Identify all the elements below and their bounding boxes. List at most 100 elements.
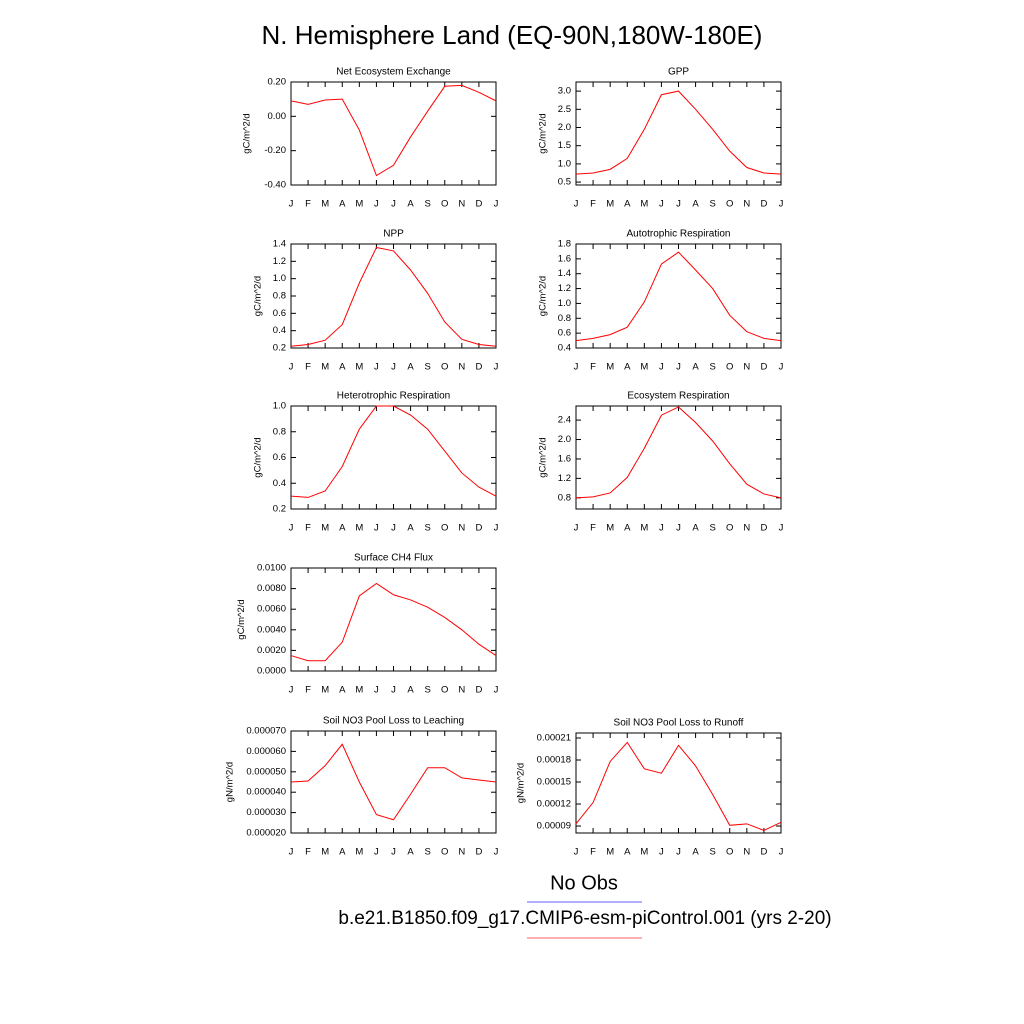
y-tick-label: 0.000040	[246, 787, 286, 798]
x-tick-label: S	[424, 847, 430, 858]
y-axis-label: gC/m^2/d	[538, 437, 549, 477]
y-tick-label: 3.0	[558, 86, 571, 97]
x-tick-label: D	[760, 362, 767, 373]
y-tick-label: 0.20	[268, 77, 287, 88]
x-tick-label: M	[355, 362, 363, 373]
y-tick-label: 2.0	[558, 434, 571, 445]
x-tick-label: A	[407, 523, 414, 534]
x-tick-label: A	[407, 847, 414, 858]
y-tick-label: 1.4	[558, 268, 571, 279]
x-tick-label: J	[779, 199, 784, 210]
x-tick-label: J	[676, 199, 681, 210]
y-tick-label: 0.6	[273, 308, 286, 319]
x-tick-label: J	[391, 199, 396, 210]
x-tick-label: J	[289, 199, 294, 210]
x-tick-label: F	[305, 847, 311, 858]
x-tick-label: F	[590, 199, 596, 210]
data-line	[575, 251, 782, 342]
x-tick-label: O	[441, 847, 448, 858]
x-tick-label: J	[374, 685, 379, 696]
x-tick-label: A	[624, 362, 631, 373]
x-tick-label: J	[659, 199, 664, 210]
x-tick-label: N	[743, 847, 750, 858]
x-tick-label: D	[760, 199, 767, 210]
x-tick-label: J	[374, 847, 379, 858]
x-tick-label: N	[458, 847, 465, 858]
x-tick-label: J	[494, 199, 499, 210]
x-tick-label: F	[305, 685, 311, 696]
y-tick-label: 0.0020	[257, 645, 286, 656]
x-tick-label: M	[321, 847, 329, 858]
x-tick-label: J	[779, 847, 784, 858]
x-tick-label: A	[692, 847, 699, 858]
x-tick-label: M	[321, 362, 329, 373]
x-tick-label: S	[709, 847, 715, 858]
x-tick-label: N	[458, 199, 465, 210]
x-tick-label: S	[424, 362, 430, 373]
y-tick-label: 0.000020	[246, 828, 286, 839]
x-tick-label: M	[355, 847, 363, 858]
y-tick-label: 1.5	[558, 140, 571, 151]
x-tick-label: J	[779, 362, 784, 373]
x-tick-label: O	[441, 523, 448, 534]
y-axis-label: gC/m^2/d	[253, 437, 264, 477]
y-tick-label: 0.5	[558, 177, 571, 188]
y-tick-label: 0.000070	[246, 726, 286, 737]
x-tick-label: J	[574, 199, 579, 210]
x-tick-label: A	[692, 362, 699, 373]
y-tick-label: -0.40	[264, 180, 286, 191]
y-tick-label: 0.00009	[537, 821, 571, 832]
y-tick-label: -0.20	[264, 145, 286, 156]
x-tick-label: S	[709, 362, 715, 373]
x-tick-label: J	[659, 523, 664, 534]
y-tick-label: 0.8	[273, 426, 286, 437]
x-tick-label: M	[606, 523, 614, 534]
x-tick-label: N	[743, 362, 750, 373]
x-tick-label: D	[475, 847, 482, 858]
y-tick-label: 0.8	[273, 291, 286, 302]
x-tick-label: J	[391, 523, 396, 534]
data-line	[290, 743, 497, 821]
x-tick-label: O	[726, 199, 733, 210]
y-tick-label: 1.2	[273, 256, 286, 267]
x-tick-label: J	[289, 685, 294, 696]
y-tick-label: 0.8	[558, 313, 571, 324]
x-tick-label: M	[640, 523, 648, 534]
x-tick-label: D	[475, 199, 482, 210]
x-tick-label: A	[624, 199, 631, 210]
x-tick-label: S	[424, 523, 430, 534]
figure-title: N. Hemisphere Land (EQ-90N,180W-180E)	[262, 20, 763, 50]
x-tick-label: A	[407, 362, 414, 373]
x-tick-label: J	[676, 362, 681, 373]
y-tick-label: 2.0	[558, 122, 571, 133]
x-tick-label: N	[458, 523, 465, 534]
y-tick-label: 1.6	[558, 253, 571, 264]
x-tick-label: M	[355, 199, 363, 210]
y-axis-label: gN/m^2/d	[225, 762, 236, 802]
x-tick-label: M	[606, 199, 614, 210]
x-tick-label: J	[391, 362, 396, 373]
y-axis-label: gC/m^2/d	[242, 113, 253, 153]
y-tick-label: 0.0080	[257, 583, 286, 594]
y-tick-label: 0.6	[558, 328, 571, 339]
x-tick-label: M	[606, 362, 614, 373]
x-tick-label: M	[355, 685, 363, 696]
x-tick-label: M	[640, 362, 648, 373]
x-tick-label: J	[676, 847, 681, 858]
y-axis-label: gC/m^2/d	[253, 276, 264, 316]
y-axis-label: gC/m^2/d	[236, 599, 247, 639]
y-tick-label: 2.4	[558, 415, 571, 426]
x-tick-label: J	[494, 362, 499, 373]
x-tick-label: D	[475, 523, 482, 534]
data-line	[575, 741, 782, 831]
x-tick-label: N	[458, 685, 465, 696]
panel-title: Soil NO3 Pool Loss to Runoff	[614, 718, 744, 729]
y-tick-label: 1.2	[558, 283, 571, 294]
x-tick-label: D	[475, 685, 482, 696]
x-tick-label: O	[441, 685, 448, 696]
x-tick-label: N	[743, 199, 750, 210]
x-tick-label: J	[374, 523, 379, 534]
y-tick-label: 0.2	[273, 343, 286, 354]
x-tick-label: F	[305, 523, 311, 534]
panel-title: Heterotrophic Respiration	[337, 391, 450, 402]
